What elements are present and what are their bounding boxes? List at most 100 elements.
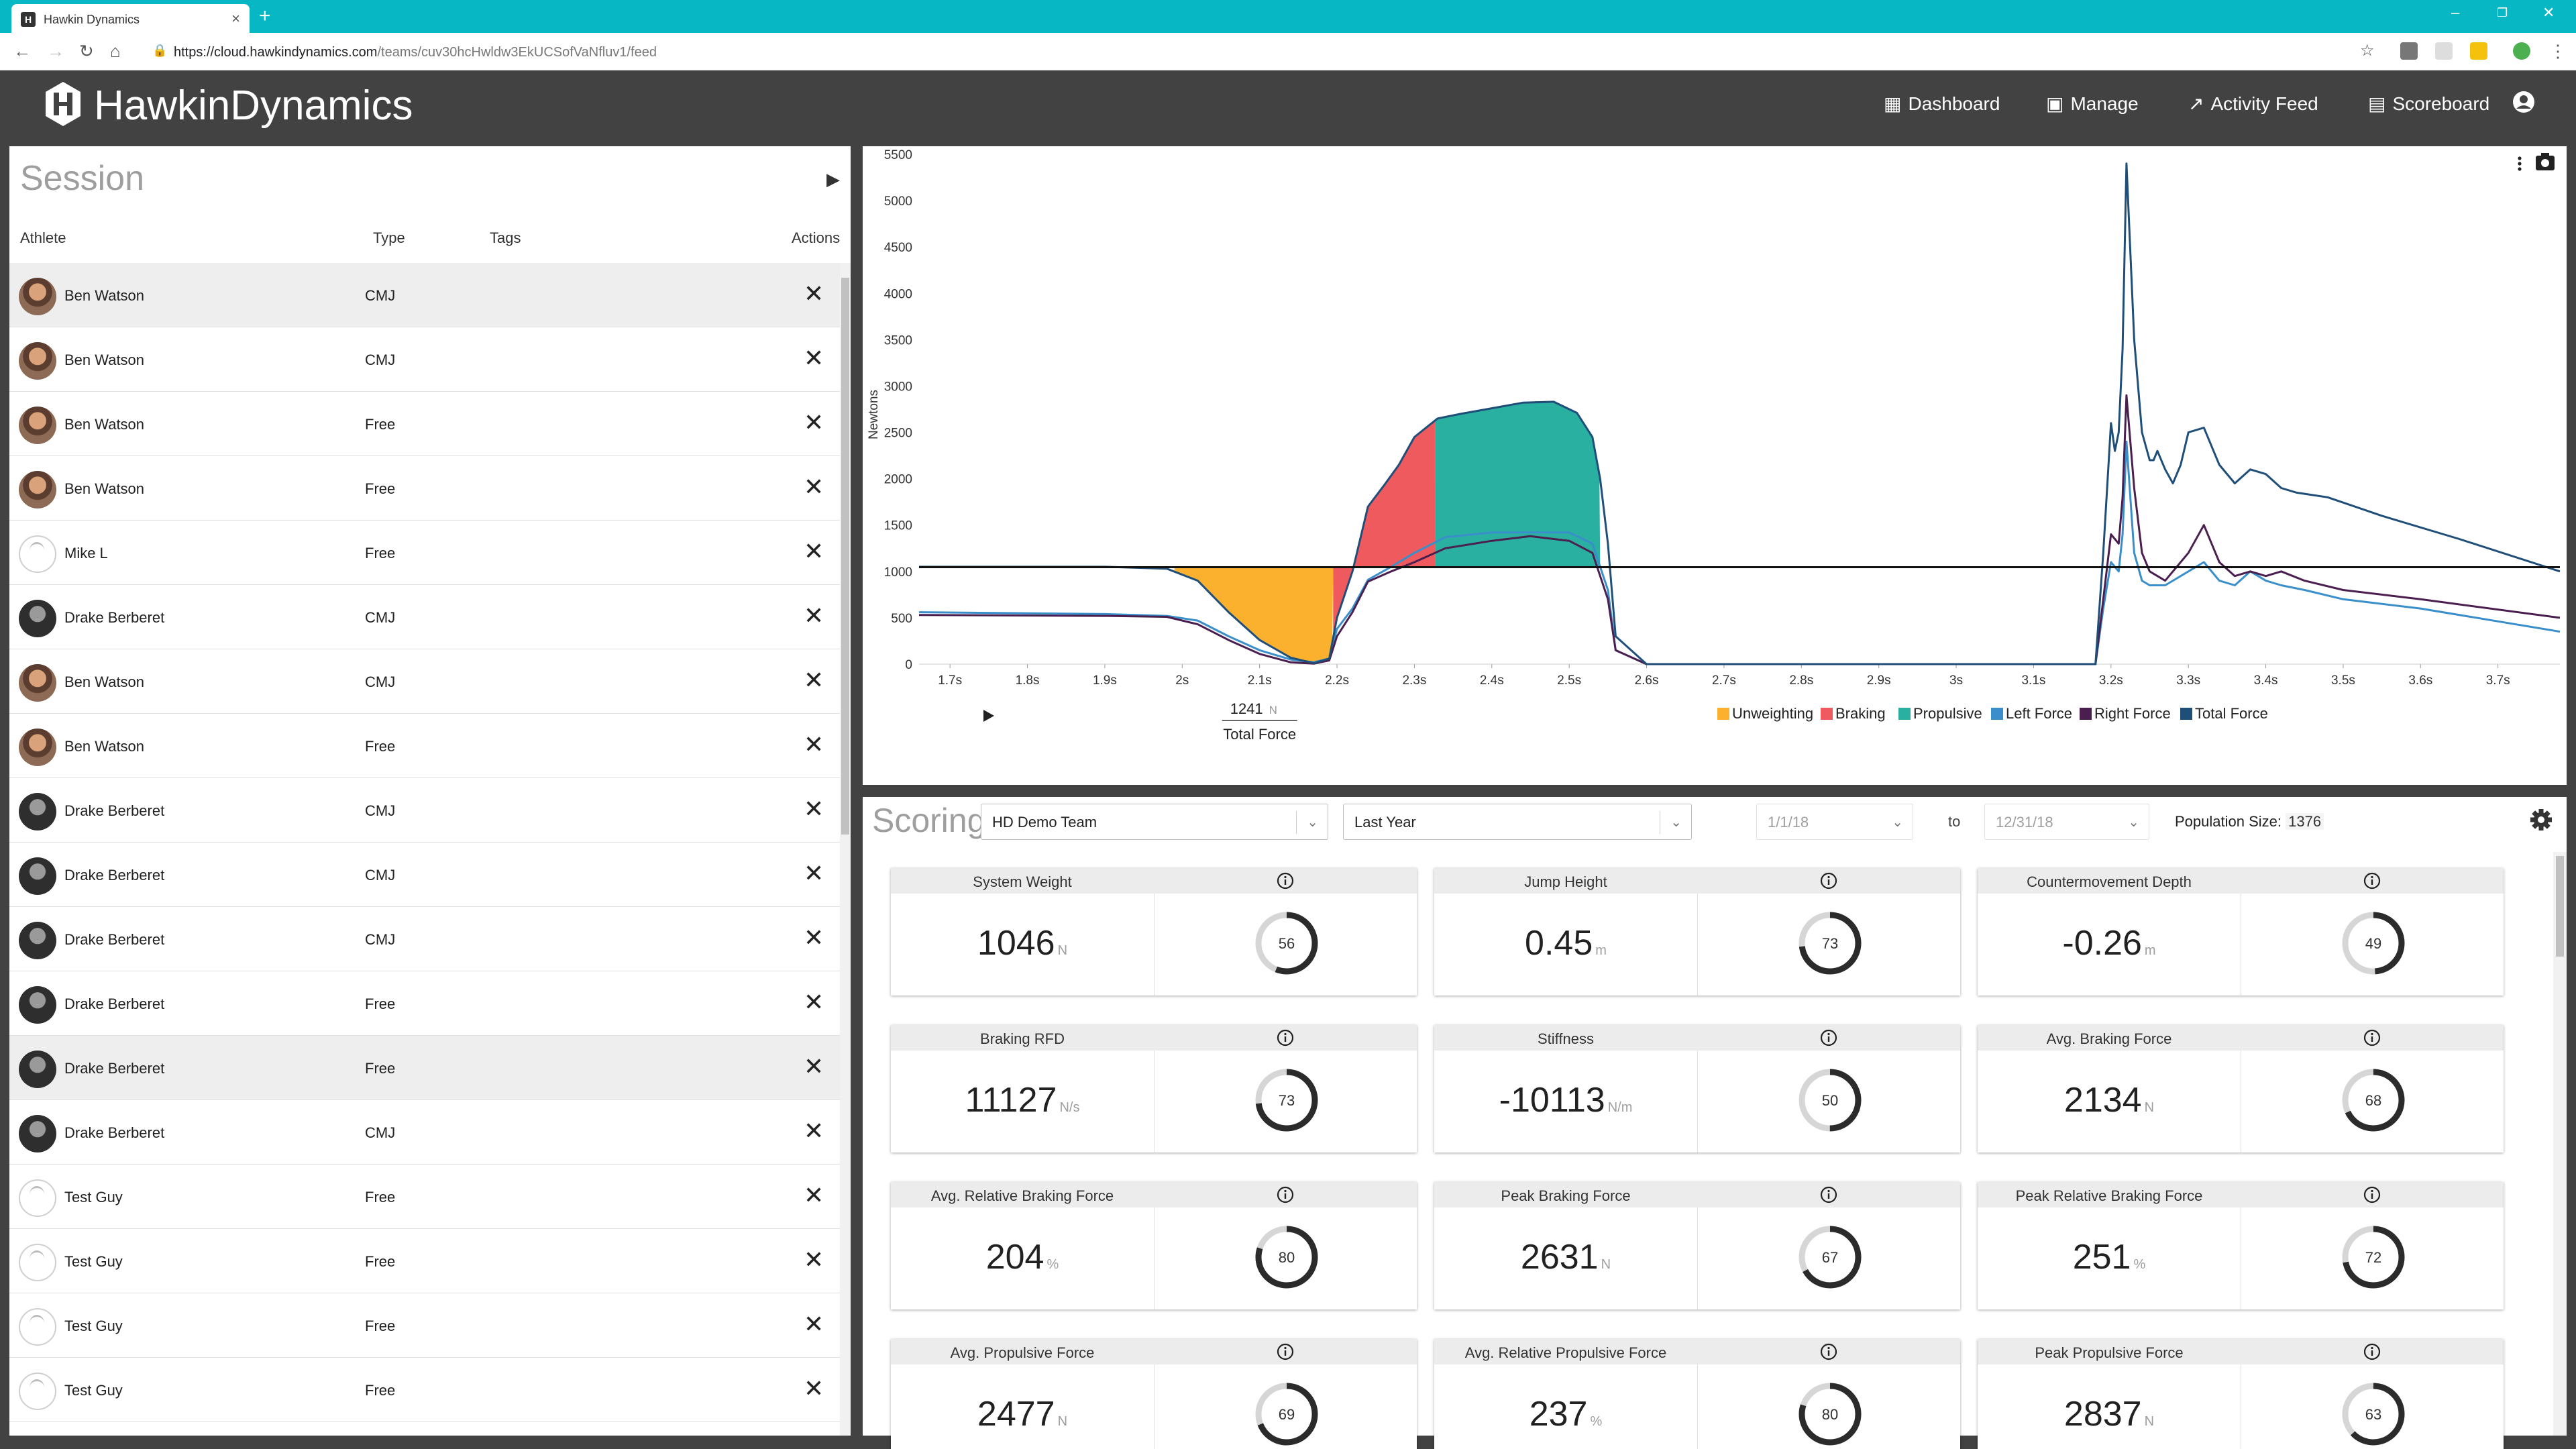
delete-icon[interactable]: ✕ [804, 1053, 824, 1080]
metric-value-unit: N/s [1059, 1100, 1080, 1115]
home-icon[interactable]: ⌂ [110, 41, 121, 61]
info-icon[interactable] [1276, 1185, 1295, 1204]
close-window-icon[interactable]: ✕ [2542, 4, 2555, 21]
force-time-chart[interactable]: 0 500 1000 1500 2000 2500 3000 3500 4000 4500 5000… [863, 146, 2567, 785]
table-row[interactable]: Drake Berberet CMJ ✕ [9, 778, 848, 843]
delete-icon[interactable]: ✕ [804, 1375, 824, 1402]
info-icon[interactable] [1276, 871, 1295, 890]
table-row[interactable]: Drake Berberet CMJ ✕ [9, 907, 848, 971]
chart-play-icon[interactable] [983, 710, 994, 722]
info-icon[interactable] [1276, 1342, 1295, 1361]
back-icon[interactable]: ← [13, 41, 31, 61]
info-icon[interactable] [1819, 871, 1838, 890]
x-tick-label: 2.7s [1712, 674, 1736, 688]
date-from-select[interactable]: 1/1/18 ⌄ [1756, 804, 1913, 840]
extension-icon[interactable] [2470, 42, 2487, 60]
date-to-select[interactable]: 12/31/18 ⌄ [1984, 804, 2149, 840]
table-row[interactable]: Mike L Free ✕ [9, 521, 848, 585]
metric-card-header [1434, 1025, 1960, 1051]
play-icon[interactable]: ▶ [826, 169, 840, 189]
table-row[interactable]: Ben Watson CMJ ✕ [9, 327, 848, 392]
table-row[interactable]: Drake Berberet Free ✕ [9, 971, 848, 1036]
metric-card[interactable]: Stiffness -10113 N/m 50 [1434, 1025, 1960, 1152]
table-row[interactable]: Ben Watson CMJ ✕ [9, 649, 848, 714]
extension-icon[interactable] [2435, 42, 2453, 60]
delete-icon[interactable]: ✕ [804, 859, 824, 887]
column-header-athlete[interactable]: Athlete [20, 229, 66, 246]
delete-icon[interactable]: ✕ [804, 473, 824, 500]
metric-value: -0.26 m [1978, 923, 2241, 963]
info-icon[interactable] [1819, 1185, 1838, 1204]
delete-icon[interactable]: ✕ [804, 988, 824, 1016]
table-row[interactable]: Drake Berberet Free ✕ [9, 1036, 848, 1100]
metric-card[interactable]: Avg. Braking Force 2134 N 68 [1978, 1025, 2504, 1152]
reload-icon[interactable]: ↻ [79, 41, 94, 61]
delete-icon[interactable]: ✕ [804, 731, 824, 758]
metric-card[interactable]: Avg. Propulsive Force 2477 N 69 [891, 1339, 1417, 1449]
info-icon[interactable] [2363, 871, 2381, 890]
period-select[interactable]: Last Year ⌄ [1343, 804, 1692, 840]
delete-icon[interactable]: ✕ [804, 344, 824, 372]
info-icon[interactable] [2363, 1342, 2381, 1361]
new-tab-icon[interactable]: + [259, 5, 271, 27]
delete-icon[interactable]: ✕ [804, 1310, 824, 1338]
metric-card[interactable]: Avg. Relative Propulsive Force 237% 80 [1434, 1339, 1960, 1449]
close-tab-icon[interactable]: × [231, 10, 240, 27]
delete-icon[interactable]: ✕ [804, 602, 824, 629]
delete-icon[interactable]: ✕ [804, 1181, 824, 1209]
restore-window-icon[interactable]: ❐ [2497, 6, 2508, 19]
browser-menu-icon[interactable]: ⋮ [2549, 41, 2567, 61]
team-select[interactable]: HD Demo Team ⌄ [981, 804, 1328, 840]
table-row[interactable]: Ben Watson Free ✕ [9, 392, 848, 456]
table-row[interactable]: Test Guy Free ✕ [9, 1165, 848, 1229]
column-header-type[interactable]: Type [373, 229, 405, 246]
table-row[interactable]: Drake Berberet CMJ ✕ [9, 1100, 848, 1165]
metric-card[interactable]: Countermovement Depth -0.26 m 49 [1978, 868, 2504, 996]
nav-manage[interactable]: ▣ Manage [2046, 93, 2139, 115]
table-row[interactable]: Ben Watson Free ✕ [9, 456, 848, 521]
delete-icon[interactable]: ✕ [804, 280, 824, 307]
metric-card[interactable]: Jump Height 0.45 m 73 [1434, 868, 1960, 996]
address-bar[interactable]: 🔒 https://cloud.hawkindynamics.com/teams… [151, 38, 2338, 65]
minimize-window-icon[interactable]: – [2451, 4, 2460, 21]
metric-card[interactable]: Peak Propulsive Force 2837 N 63 [1978, 1339, 2504, 1449]
nav-dashboard[interactable]: ▦ Dashboard [1884, 93, 2000, 115]
delete-icon[interactable]: ✕ [804, 924, 824, 951]
scoring-scrollbar-thumb[interactable] [2556, 856, 2564, 957]
extension-icon[interactable] [2400, 42, 2418, 60]
metric-card[interactable]: Avg. Relative Braking Force 204% 80 [891, 1182, 1417, 1309]
delete-icon[interactable]: ✕ [804, 666, 824, 694]
info-icon[interactable] [2363, 1028, 2381, 1047]
metric-card[interactable]: Braking RFD 11127 N/s 73 [891, 1025, 1417, 1152]
info-icon[interactable] [2363, 1185, 2381, 1204]
table-row[interactable]: Ben Watson CMJ ✕ [9, 263, 848, 327]
forward-icon[interactable]: → [47, 41, 64, 61]
delete-icon[interactable]: ✕ [804, 537, 824, 565]
metric-card[interactable]: Peak Braking Force 2631 N 67 [1434, 1182, 1960, 1309]
profile-avatar-icon[interactable] [2513, 42, 2530, 60]
metric-card[interactable]: Peak Relative Braking Force 251% 72 [1978, 1182, 2504, 1309]
info-icon[interactable] [1819, 1028, 1838, 1047]
nav-activity-feed[interactable]: ↗ Activity Feed [2188, 93, 2318, 115]
delete-icon[interactable]: ✕ [804, 795, 824, 822]
table-row[interactable]: Test Guy Free ✕ [9, 1229, 848, 1293]
metric-card[interactable]: System Weight 1046 N 56 [891, 868, 1417, 996]
delete-icon[interactable]: ✕ [804, 1246, 824, 1273]
column-header-tags[interactable]: Tags [490, 229, 521, 246]
table-row[interactable]: Drake Berberet CMJ ✕ [9, 843, 848, 907]
scoring-scrollbar[interactable] [2553, 852, 2567, 1436]
delete-icon[interactable]: ✕ [804, 1117, 824, 1144]
bookmark-star-icon[interactable]: ☆ [2360, 42, 2375, 60]
nav-scoreboard[interactable]: ▤ Scoreboard [2368, 93, 2489, 115]
account-circle-icon[interactable] [2512, 90, 2536, 114]
session-scrollbar-thumb[interactable] [841, 278, 849, 835]
table-row[interactable]: Test Guy Free ✕ [9, 1293, 848, 1358]
table-row[interactable]: Test Guy Free ✕ [9, 1358, 848, 1422]
delete-icon[interactable]: ✕ [804, 409, 824, 436]
info-icon[interactable] [1276, 1028, 1295, 1047]
table-row[interactable]: Drake Berberet CMJ ✕ [9, 585, 848, 649]
gear-icon[interactable] [2528, 806, 2555, 833]
browser-tab[interactable]: H Hawkin Dynamics × [11, 4, 250, 33]
table-row[interactable]: Ben Watson Free ✕ [9, 714, 848, 778]
info-icon[interactable] [1819, 1342, 1838, 1361]
